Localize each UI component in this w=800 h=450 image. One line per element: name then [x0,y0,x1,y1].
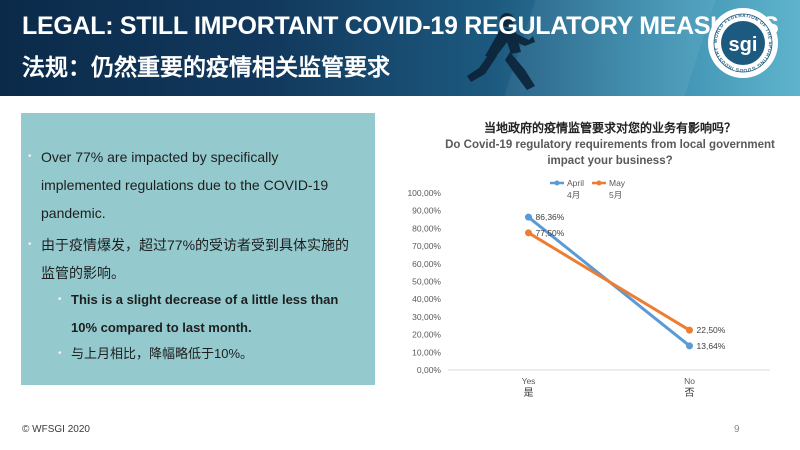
data-label: 22,50% [697,325,726,335]
chart-series: 86,36% 13,64% 77,50% 22,50% [525,212,726,351]
y-axis: 0,00% 10,00% 20,00% 30,00% 40,00% 50,00% 60,00… [407,188,441,375]
data-point-april [686,342,693,350]
bullet-dot: • [58,348,62,359]
y-tick-label: 0,00% [417,365,442,375]
chart-title-zh: 当地政府的疫情监管要求对您的业务有影响吗？ [483,121,736,135]
legend-label-zh: 4月 [567,190,580,200]
y-tick-label: 20,00% [412,330,441,340]
y-tick-label: 40,00% [412,294,441,304]
bullet-dot: • [58,294,62,305]
data-point-may [525,229,532,237]
bullet-text: 由于疫情爆发，超过77%的受访者受到具体实施的监管的影响。 [41,237,350,281]
chart-legend: April 4月 May 5月 [550,178,626,200]
runner-silhouette [467,13,535,90]
bullet-panel: • Over 77% are impacted by specifically … [21,113,375,385]
y-tick-label: 10,00% [412,347,441,357]
data-label: 77,50% [536,228,565,238]
series-line-may [527,231,691,332]
x-tick-label-zh: 是 [524,387,534,399]
data-point-april [525,213,532,221]
bullet-item-zh-1: • 由于疫情爆发，超过77%的受访者受到具体实施的监管的影响。 [28,231,361,287]
bullet-text: This is a slight decrease of a little le… [71,292,339,335]
bullet-item-zh-2: • 与上月相比，降幅略低于10%。 [58,340,361,368]
bullet-dot: • [28,239,32,250]
data-point-may [686,326,693,334]
page-title-zh: 法规：仍然重要的疫情相关监管要求 [22,54,390,80]
chart-title-en: Do Covid-19 regulatory requirements from… [445,139,775,167]
data-label: 86,36% [536,212,565,222]
legend-marker [554,180,560,186]
x-tick-label: Yes [522,376,536,386]
x-tick-label-zh: 否 [685,387,695,399]
x-tick-label: No [684,376,695,386]
logo-text: sgi [729,34,758,56]
y-tick-label: 60,00% [412,259,441,269]
bullet-item-en-2: • This is a slight decrease of a little … [58,286,361,342]
y-tick-label: 80,00% [412,223,441,233]
legend-label-zh: 5月 [609,190,622,200]
page-number: 9 [734,424,740,435]
y-tick-label: 50,00% [412,277,441,287]
y-tick-label: 100,00% [407,188,441,198]
header-banner: LEGAL: STILL IMPORTANT COVID-19 REGULATO… [0,0,800,96]
bullet-dot: • [28,151,32,162]
copyright: © WFSGI 2020 [22,424,90,435]
bullet-item-en-1: • Over 77% are impacted by specifically … [28,143,361,227]
wfsgi-logo: WORLD FEDERATION OF THE SPORTING GOODS I… [708,8,778,78]
data-label: 13,64% [697,341,726,351]
legend-marker [596,180,602,186]
legend-label: May [609,178,626,188]
y-tick-label: 90,00% [412,206,441,216]
y-tick-label: 70,00% [412,241,441,251]
bullet-text: 与上月相比，降幅略低于10%。 [71,346,254,361]
line-chart: April 4月 May 5月 0,00% 10,00% 20,00% 30,00% 40,0… [407,178,770,399]
y-tick-label: 30,00% [412,312,441,322]
legend-label: April [567,178,584,188]
bullet-text: Over 77% are impacted by specifically im… [41,149,329,221]
page-title-en: LEGAL: STILL IMPORTANT COVID-19 REGULATO… [22,12,779,40]
